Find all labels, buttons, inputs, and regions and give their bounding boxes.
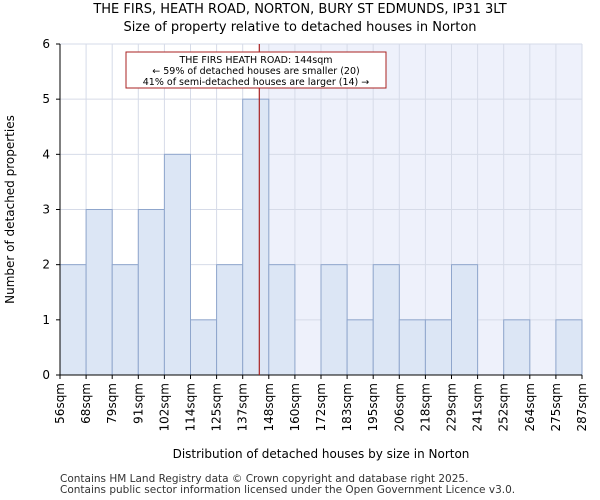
x-tick-label: 183sqm <box>340 383 354 431</box>
x-tick-label: 264sqm <box>523 383 537 431</box>
histogram-bar <box>216 264 244 376</box>
y-tick-label: 1 <box>42 313 50 327</box>
y-axis-title: Number of detached properties <box>3 115 17 304</box>
x-axis-title: Distribution of detached houses by size … <box>173 447 470 461</box>
y-tick-label: 6 <box>42 37 50 51</box>
x-tick-label: 206sqm <box>392 383 406 431</box>
histogram-bar <box>451 264 479 376</box>
y-tick-label: 4 <box>42 147 50 161</box>
histogram-bar <box>163 153 191 376</box>
histogram-bar <box>268 264 296 376</box>
annotation-line: ← 59% of detached houses are smaller (20… <box>152 66 359 77</box>
y-tick-label: 2 <box>42 258 50 272</box>
y-tick-label: 5 <box>42 92 50 106</box>
x-tick-label: 172sqm <box>314 383 328 431</box>
x-tick-label: 56sqm <box>53 383 67 424</box>
x-tick-label: 148sqm <box>262 383 276 431</box>
x-tick-label: 91sqm <box>131 383 145 424</box>
histogram-bar <box>424 319 452 376</box>
x-tick-label: 114sqm <box>184 383 198 431</box>
annotation-line: THE FIRS HEATH ROAD: 144sqm <box>178 55 332 66</box>
histogram-bar <box>503 319 531 376</box>
x-tick-label: 218sqm <box>418 383 432 431</box>
x-tick-label: 125sqm <box>210 383 224 431</box>
histogram-bar <box>111 264 139 376</box>
histogram-bar <box>137 209 165 376</box>
x-tick-label: 79sqm <box>105 383 119 424</box>
x-tick-label: 68sqm <box>79 383 93 424</box>
histogram-bar <box>242 98 270 376</box>
y-tick-label: 3 <box>42 203 50 217</box>
x-tick-label: 195sqm <box>366 383 380 431</box>
histogram-bar <box>85 209 113 376</box>
x-tick-label: 252sqm <box>497 383 511 431</box>
histogram-bar <box>346 319 374 376</box>
x-tick-label: 229sqm <box>445 383 459 431</box>
x-tick-label: 241sqm <box>471 383 485 431</box>
histogram-bar <box>398 319 426 376</box>
histogram-bar <box>190 319 218 376</box>
x-tick-label: 102sqm <box>157 383 171 431</box>
y-tick-label: 0 <box>42 368 50 382</box>
footer-licence: Contains public sector information licen… <box>60 484 516 496</box>
footer-copyright: Contains HM Land Registry data © Crown c… <box>60 473 469 485</box>
histogram-bar <box>59 264 87 376</box>
histogram-chart: 0 1 2 3 4 5 6 56sqm 68sqm 79sqm 91sqm 102sqm 114sqm 1… <box>3 37 589 461</box>
histogram-bar <box>555 319 583 376</box>
histogram-bar <box>372 264 400 376</box>
chart-subtitle: Size of property relative to detached ho… <box>123 20 477 35</box>
annotation-box <box>125 51 387 89</box>
x-tick-label: 275sqm <box>549 383 563 431</box>
x-tick-label: 137sqm <box>236 383 250 431</box>
x-tick-label: 287sqm <box>575 383 589 431</box>
x-tick-label: 160sqm <box>288 383 302 431</box>
chart-title: THE FIRS, HEATH ROAD, NORTON, BURY ST ED… <box>93 2 507 17</box>
histogram-bar <box>320 264 348 376</box>
annotation-line: 41% of semi-detached houses are larger (… <box>143 77 370 88</box>
